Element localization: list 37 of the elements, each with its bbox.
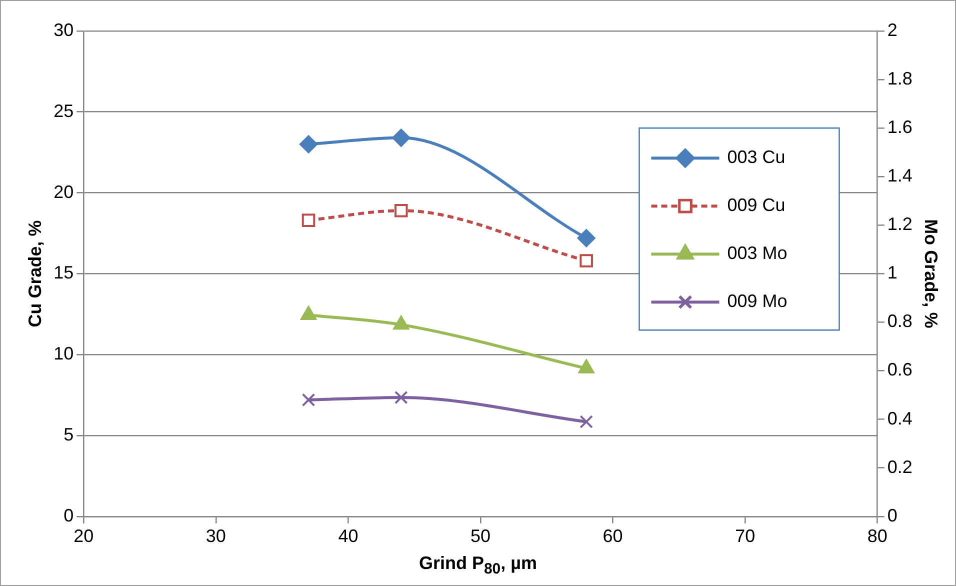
y-tick-label: 15: [54, 262, 74, 283]
y2-tick-label: 0.6: [887, 360, 912, 380]
y2-tick-label: 0.2: [887, 456, 912, 477]
point: [577, 229, 596, 248]
point: [394, 204, 408, 218]
point: [392, 128, 410, 147]
y2-tick-label: 1.2: [887, 214, 912, 234]
y2-tick-label: 2: [887, 20, 898, 40]
y-axis-title: Cu Grade, %: [24, 220, 45, 328]
y-tick-label: 30: [54, 20, 74, 40]
y2-tick-label: 1.8: [887, 68, 912, 89]
x-tick-label: 50: [470, 526, 491, 546]
legend-label: 009 Mo: [727, 291, 788, 312]
y-tick-label: 25: [54, 100, 74, 121]
point: [300, 135, 318, 154]
x-axis-title: Grind P$_{80}$, µm: [418, 553, 538, 578]
x-tick-label: 40: [338, 526, 358, 546]
point: [302, 214, 316, 227]
y2-tick-label: 1.6: [887, 117, 912, 138]
legend-label: 009 Cu: [727, 195, 786, 216]
x-tick-label: 30: [206, 526, 226, 546]
y2-axis-title: Mo Grade, %: [921, 219, 942, 328]
legend-label: 003 Cu: [727, 147, 786, 168]
y2-tick-label: 1: [887, 262, 898, 283]
y-tick-label: 0: [64, 505, 74, 526]
y2-tick-label: 0: [887, 505, 898, 526]
x-tick-label: 70: [735, 526, 756, 546]
legend-label: 003 Mo: [727, 243, 788, 264]
x-tick-label: 60: [602, 526, 623, 546]
x-tick-label: 80: [867, 526, 888, 546]
y2-tick-label: 0.8: [887, 311, 912, 332]
y-tick-label: 5: [64, 424, 74, 444]
y2-tick-label: 1.4: [887, 166, 912, 186]
y-tick-label: 10: [54, 344, 74, 364]
y-tick-label: 20: [54, 182, 74, 202]
point: [580, 254, 593, 268]
y2-tick-label: 0.4: [887, 408, 912, 428]
